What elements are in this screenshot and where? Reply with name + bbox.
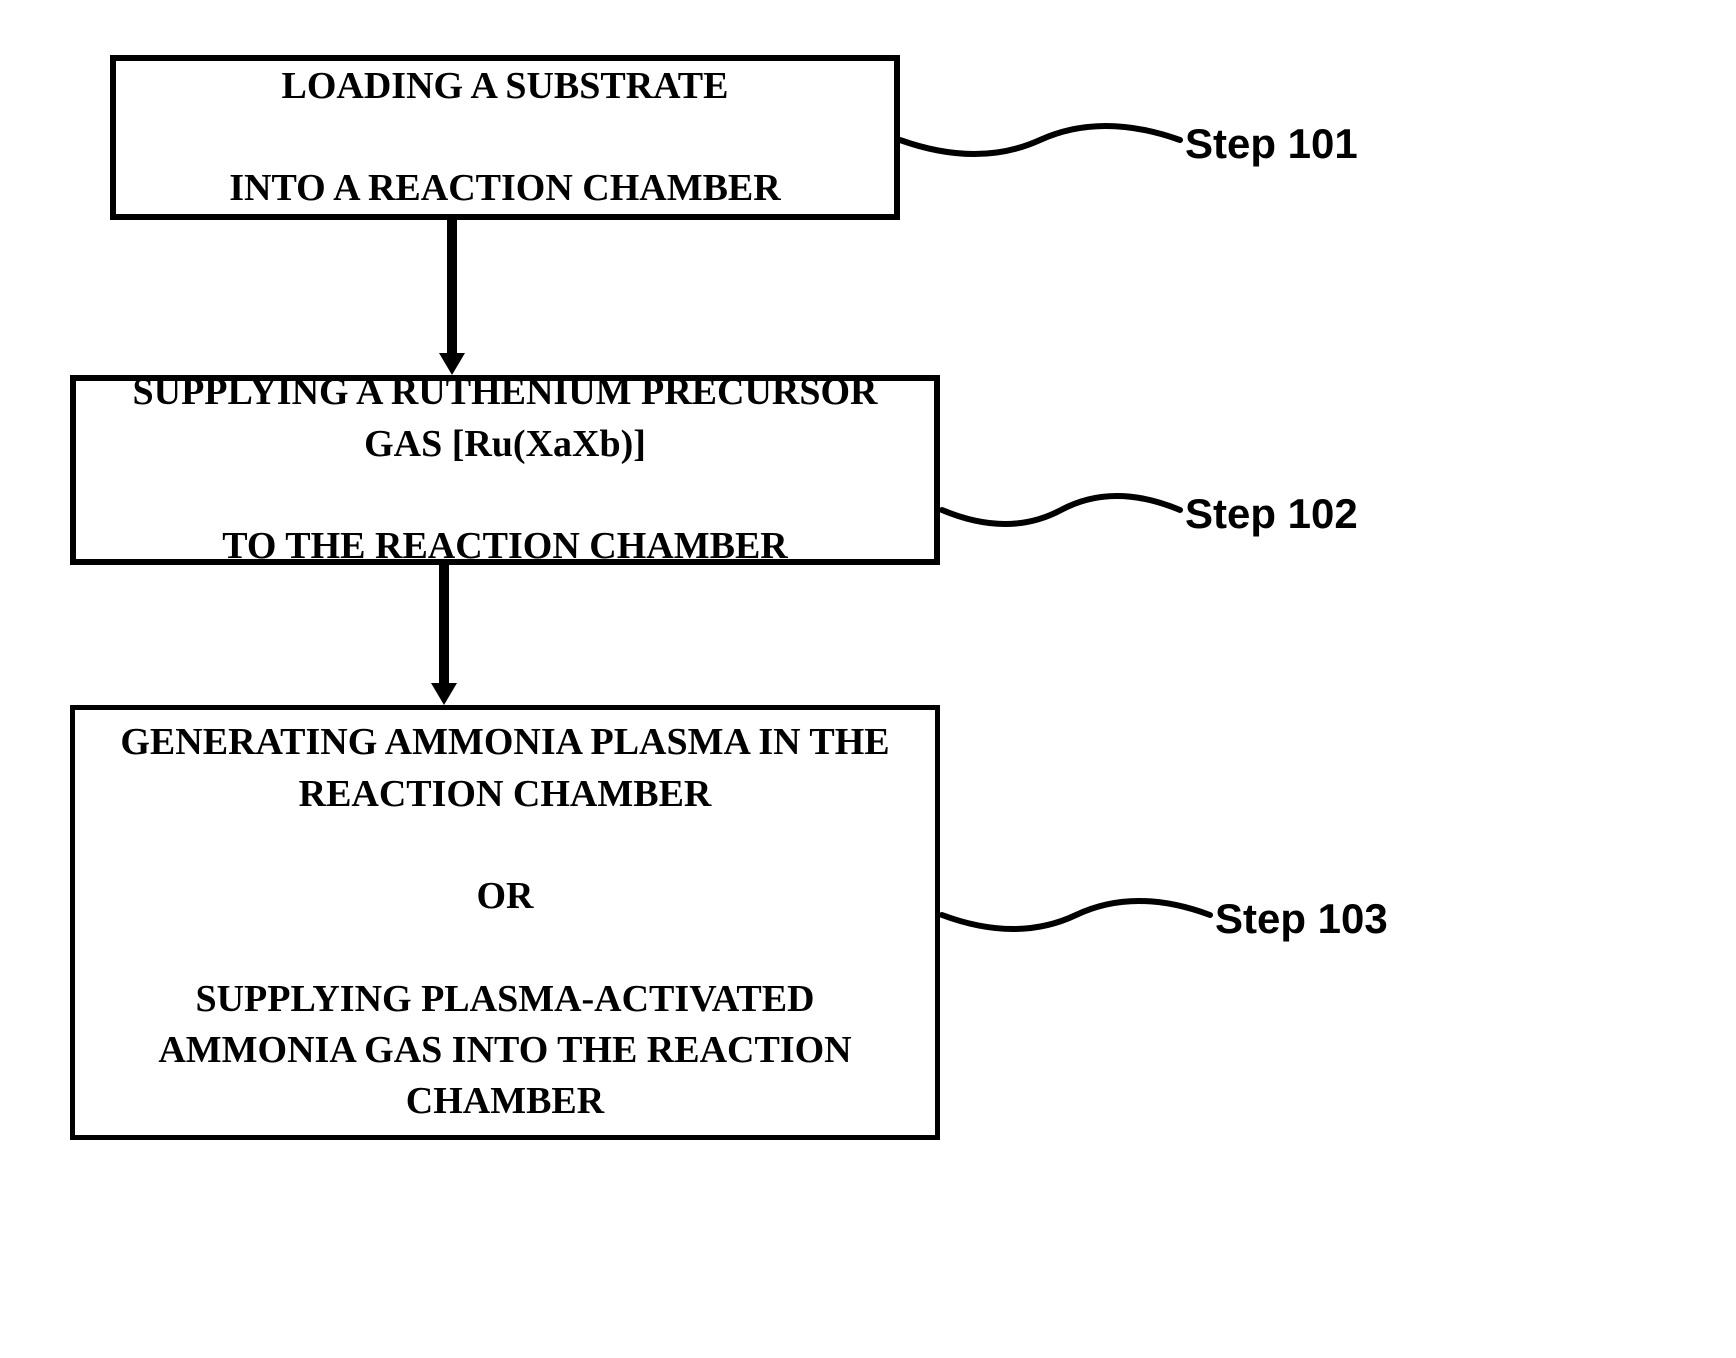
flowchart-canvas: LOADING A SUBSTRATE INTO A REACTION CHAM… xyxy=(0,0,1736,1358)
flow-step-text: SUPPLYING A RUTHENIUM PRECURSOR GAS [Ru(… xyxy=(115,367,896,572)
flow-step-text: LOADING A SUBSTRATE INTO A REACTION CHAM… xyxy=(211,61,798,215)
flow-step-load-substrate: LOADING A SUBSTRATE INTO A REACTION CHAM… xyxy=(110,55,900,220)
flow-step-supply-precursor: SUPPLYING A RUTHENIUM PRECURSOR GAS [Ru(… xyxy=(70,375,940,565)
flow-step-text: GENERATING AMMONIA PLASMA IN THE REACTIO… xyxy=(102,717,907,1127)
step-label-102: Step 102 xyxy=(1185,490,1358,538)
step-label-101: Step 101 xyxy=(1185,120,1358,168)
step-label-103: Step 103 xyxy=(1215,895,1388,943)
flow-step-ammonia-plasma: GENERATING AMMONIA PLASMA IN THE REACTIO… xyxy=(70,705,940,1140)
